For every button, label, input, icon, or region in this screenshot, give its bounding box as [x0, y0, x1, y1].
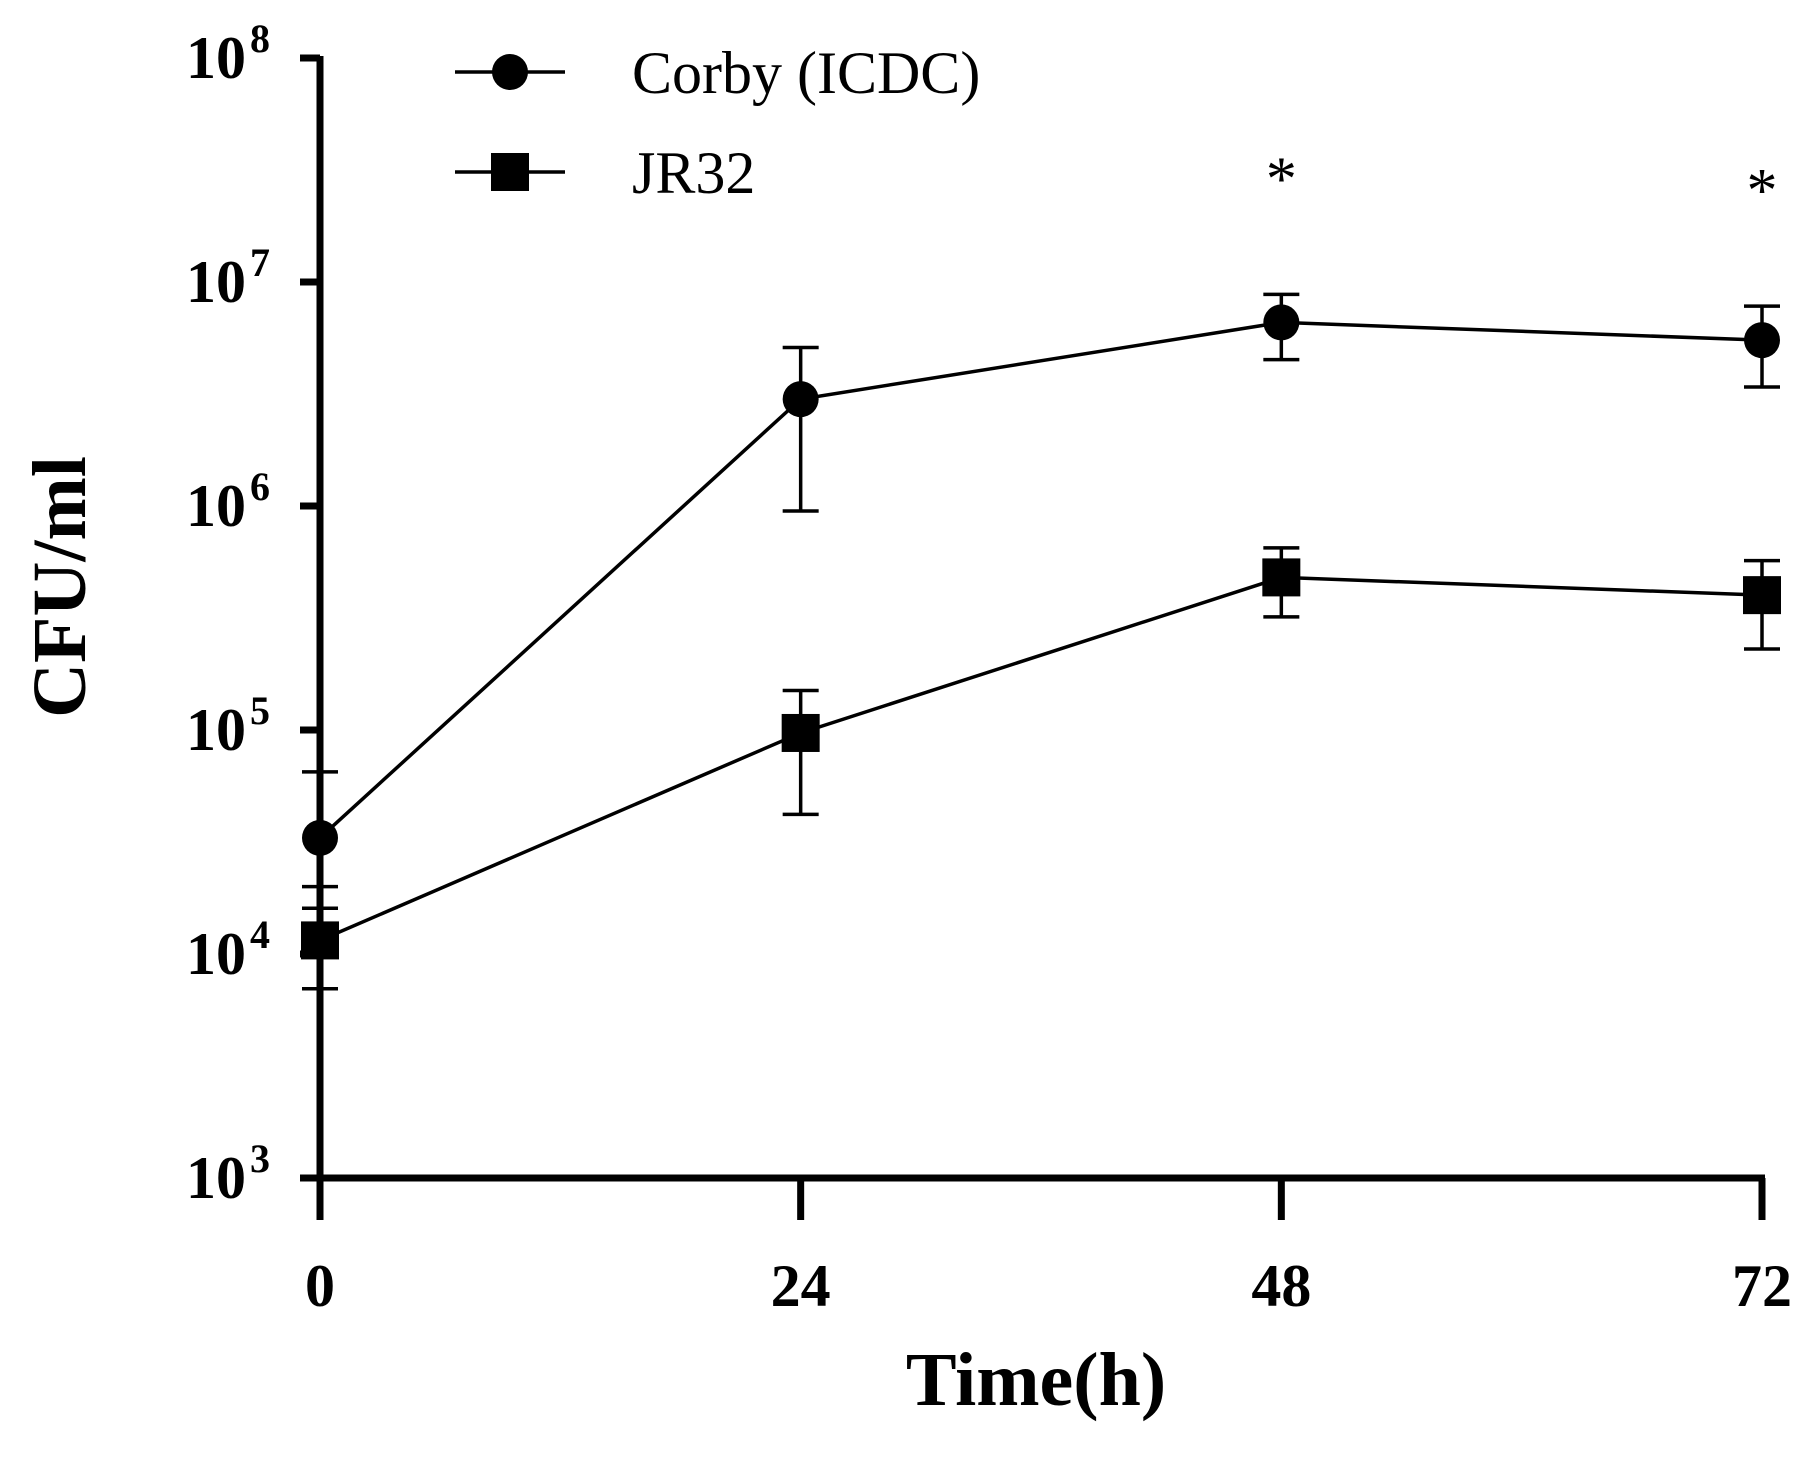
y-tick-exponent: 6: [250, 464, 270, 509]
y-tick-base: 10: [186, 1145, 246, 1211]
series-circle: [302, 294, 1780, 886]
y-tick-label: 10 4: [186, 912, 270, 987]
series-square: [301, 548, 1781, 989]
y-tick-exponent: 7: [250, 240, 270, 285]
chart-container: 10 3 10 4 10 5 10 6 10 7 10 8 0 24 48 72 * * Corby (ICDC…: [0, 0, 1816, 1472]
x-axis-title: Time(h): [906, 1338, 1166, 1422]
y-tick-base: 10: [186, 473, 246, 539]
y-tick-base: 10: [186, 249, 246, 315]
x-tick-label: 0: [305, 1253, 335, 1319]
legend-marker-square: [491, 153, 529, 191]
y-tick-base: 10: [186, 25, 246, 91]
data-point-square: [1743, 576, 1781, 614]
cfu-growth-chart: 10 310 410 510 610 710 80 24 48 72 * * Corby (ICDC…: [0, 0, 1816, 1472]
data-point-circle: [302, 820, 338, 856]
series-line: [320, 577, 1762, 940]
legend-label: JR32: [632, 140, 755, 206]
y-tick-label: 10 6: [186, 464, 270, 539]
x-tick-label: 48: [1251, 1253, 1311, 1319]
x-tick-label: 72: [1732, 1253, 1792, 1319]
y-tick-label: 10 7: [186, 240, 270, 315]
x-tick-label: 24: [771, 1253, 831, 1319]
y-axis-title: CFU/ml: [18, 456, 102, 718]
y-tick-label: 10 3: [186, 1136, 270, 1211]
y-tick-exponent: 3: [250, 1136, 270, 1181]
y-tick-base: 10: [186, 921, 246, 987]
legend-item: Corby (ICDC): [455, 40, 980, 106]
data-point-circle: [1744, 322, 1780, 358]
significance-marker: *: [1747, 157, 1778, 225]
y-tick-label: 10 8: [186, 16, 270, 91]
legend-item: JR32: [455, 140, 755, 206]
y-tick-label: 10 5: [186, 688, 270, 763]
series-layer: * *: [301, 145, 1781, 988]
y-tick-exponent: 4: [250, 912, 270, 957]
data-point-square: [301, 921, 339, 959]
y-tick-exponent: 5: [250, 688, 270, 733]
data-point-square: [782, 714, 820, 752]
legend: Corby (ICDC) JR32: [455, 40, 980, 206]
legend-label: Corby (ICDC): [632, 40, 980, 106]
data-point-square: [1262, 558, 1300, 596]
y-tick-base: 10: [186, 697, 246, 763]
y-tick-exponent: 8: [250, 16, 270, 61]
significance-marker: *: [1266, 145, 1297, 213]
series-line: [320, 322, 1762, 837]
axes: 10 310 410 510 610 710 80 24 48 72: [186, 16, 1792, 1319]
data-point-circle: [1263, 304, 1299, 340]
data-point-circle: [783, 381, 819, 417]
legend-marker-circle: [492, 54, 528, 90]
